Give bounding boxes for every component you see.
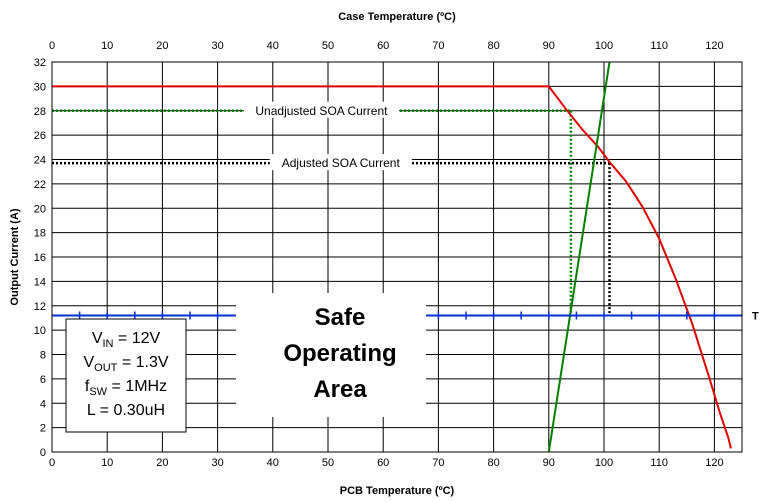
- condition-line: VOUT = 1.3V: [83, 354, 168, 374]
- series-line-2: [547, 61, 611, 453]
- top-tick-label: 60: [377, 40, 389, 52]
- y-tick-label: 26: [34, 130, 46, 142]
- y-tick-label: 12: [34, 301, 46, 313]
- x-tick-label: 70: [432, 457, 444, 469]
- top-tick-label: 0: [49, 40, 55, 52]
- y-tick-label: 22: [34, 179, 46, 191]
- y-tick-label: 30: [34, 81, 46, 93]
- condition-line: fSW = 1MHz: [85, 378, 167, 398]
- series-line-1: [52, 85, 732, 449]
- y-tick-label: 24: [34, 155, 46, 167]
- t-marker: T: [752, 311, 759, 323]
- y-tick-label: 6: [40, 374, 46, 386]
- x-tick-label: 20: [156, 457, 168, 469]
- unadjusted-soa-label: Unadjusted SOA Current: [255, 104, 388, 118]
- top-tick-label: 30: [211, 40, 223, 52]
- y-tick-label: 20: [34, 203, 46, 215]
- top-tick-label: 100: [595, 40, 613, 52]
- y-axis-label: Output Current (A): [9, 208, 21, 305]
- soa-region-label: Safe: [315, 304, 366, 331]
- soa-guides: [52, 109, 611, 316]
- x-tick-label: 100: [595, 457, 613, 469]
- conditions-box: [65, 318, 187, 433]
- top-tick-label: 50: [322, 40, 334, 52]
- x-tick-label: 60: [377, 457, 389, 469]
- series-lines: [52, 61, 742, 453]
- top-tick-label: 80: [487, 40, 499, 52]
- y-tick-label: 16: [34, 252, 46, 264]
- condition-line: L = 0.30uH: [87, 402, 165, 419]
- x-tick-label: 0: [49, 457, 55, 469]
- y-tick-label: 18: [34, 228, 46, 240]
- top-tick-label: 20: [156, 40, 168, 52]
- y-tick-label: 14: [34, 276, 46, 288]
- plot-frame: [51, 61, 743, 453]
- y-tick-label: 2: [40, 423, 46, 435]
- x-axis-label: PCB Temperature (ºC): [340, 485, 455, 497]
- adjusted-soa-label: Adjusted SOA Current: [282, 156, 401, 170]
- x-tick-label: 50: [322, 457, 334, 469]
- top-tick-label: 90: [543, 40, 555, 52]
- x-tick-label: 90: [543, 457, 555, 469]
- y-tick-label: 10: [34, 325, 46, 337]
- label-boxes: Unadjusted SOA Current Adjusted SOA Curre…: [65, 101, 759, 433]
- y-tick-label: 8: [40, 350, 46, 362]
- chart-title: Case Temperature (ºC): [338, 11, 456, 23]
- top-tick-label: 10: [101, 40, 113, 52]
- top-tick-label: 40: [267, 40, 279, 52]
- x-tick-label: 40: [267, 457, 279, 469]
- y-tick-label: 0: [40, 447, 46, 459]
- y-tick-label: 4: [40, 398, 46, 410]
- soa-region-label: Operating: [283, 340, 396, 367]
- soa-region-bg: [236, 293, 426, 417]
- y-tick-label: 32: [34, 57, 46, 69]
- top-tick-label: 120: [705, 40, 723, 52]
- soa-region-label: Area: [313, 376, 367, 403]
- top-tick-label: 110: [650, 40, 668, 52]
- x-tick-label: 110: [650, 457, 668, 469]
- adjusted-soa-label-bg: [269, 154, 412, 171]
- top-tick-label: 70: [432, 40, 444, 52]
- y-tick-label: 28: [34, 106, 46, 118]
- x-tick-label: 10: [101, 457, 113, 469]
- unadjusted-soa-label-bg: [243, 101, 399, 118]
- x-tick-label: 80: [487, 457, 499, 469]
- x-tick-label: 30: [211, 457, 223, 469]
- x-tick-label: 120: [705, 457, 723, 469]
- condition-line: VIN = 12V: [92, 330, 161, 350]
